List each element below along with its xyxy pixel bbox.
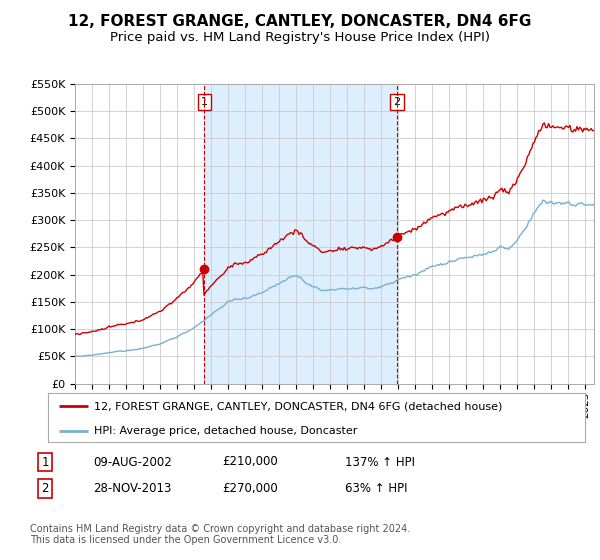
Text: 63% ↑ HPI: 63% ↑ HPI bbox=[345, 482, 407, 495]
Text: 28-NOV-2013: 28-NOV-2013 bbox=[93, 482, 172, 495]
Text: 09-AUG-2002: 09-AUG-2002 bbox=[93, 455, 172, 469]
Text: 12, FOREST GRANGE, CANTLEY, DONCASTER, DN4 6FG (detached house): 12, FOREST GRANGE, CANTLEY, DONCASTER, D… bbox=[94, 402, 502, 412]
Text: HPI: Average price, detached house, Doncaster: HPI: Average price, detached house, Donc… bbox=[94, 426, 357, 436]
Text: 2: 2 bbox=[41, 482, 49, 495]
Text: 12, FOREST GRANGE, CANTLEY, DONCASTER, DN4 6FG: 12, FOREST GRANGE, CANTLEY, DONCASTER, D… bbox=[68, 14, 532, 29]
Text: £270,000: £270,000 bbox=[222, 482, 278, 495]
Text: Price paid vs. HM Land Registry's House Price Index (HPI): Price paid vs. HM Land Registry's House … bbox=[110, 31, 490, 44]
Bar bbox=[205, 84, 397, 384]
Text: 1: 1 bbox=[201, 97, 208, 107]
Text: 1: 1 bbox=[41, 455, 49, 469]
Text: Contains HM Land Registry data © Crown copyright and database right 2024.
This d: Contains HM Land Registry data © Crown c… bbox=[30, 524, 410, 545]
Text: £210,000: £210,000 bbox=[222, 455, 278, 469]
Text: 137% ↑ HPI: 137% ↑ HPI bbox=[345, 455, 415, 469]
Text: 2: 2 bbox=[393, 97, 400, 107]
